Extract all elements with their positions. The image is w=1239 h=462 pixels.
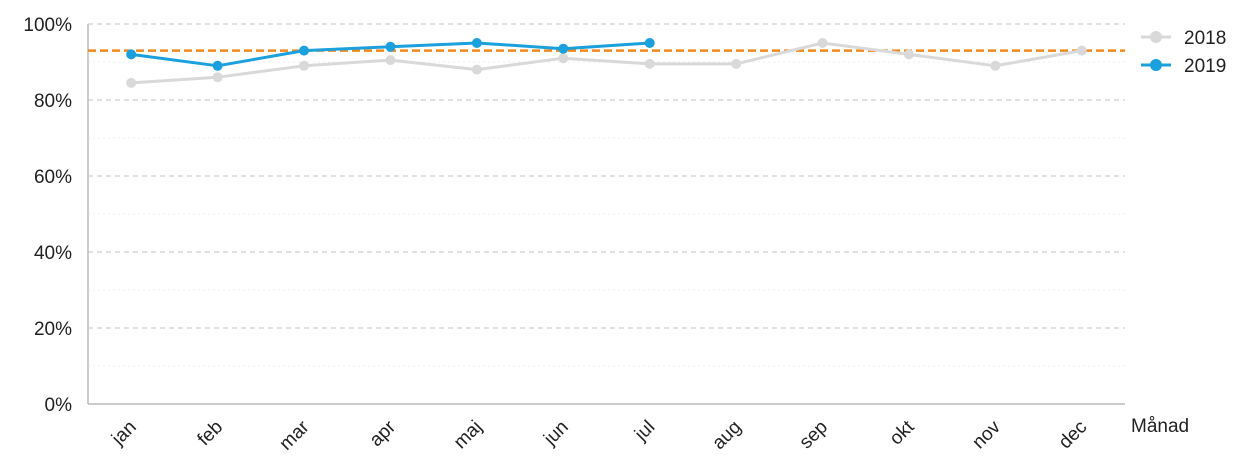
data-point-2018 xyxy=(385,55,396,66)
grid xyxy=(88,23,1125,367)
series-2018 xyxy=(126,38,1087,88)
data-point-2018 xyxy=(990,60,1001,71)
x-tick-label: nov xyxy=(968,416,1005,453)
y-tick-label: 40% xyxy=(34,243,72,264)
data-point-2019 xyxy=(644,38,655,48)
data-point-2018 xyxy=(903,49,914,60)
data-point-2018 xyxy=(731,58,742,69)
data-point-2019 xyxy=(299,45,310,56)
series-group xyxy=(126,38,1087,88)
data-point-2019 xyxy=(385,41,396,52)
x-tick-label: apr xyxy=(366,416,401,451)
data-point-2019 xyxy=(471,38,482,48)
data-point-2018 xyxy=(1076,45,1087,56)
legend-item-2019: 2019 xyxy=(1141,56,1226,77)
y-tick-label: 20% xyxy=(34,319,72,340)
x-tick-label: dec xyxy=(1055,417,1092,454)
x-axis-title: Månad xyxy=(1131,416,1189,437)
legend-label: 2018 xyxy=(1184,28,1226,49)
legend-label: 2019 xyxy=(1184,56,1226,77)
x-tick-label: aug xyxy=(708,417,745,454)
x-tick-label: sep xyxy=(796,417,833,454)
data-point-2018 xyxy=(644,58,655,69)
data-point-2019 xyxy=(558,43,569,54)
y-tick-label: 60% xyxy=(34,167,72,188)
y-tick-label: 100% xyxy=(23,15,72,36)
data-point-2018 xyxy=(126,77,137,88)
legend-swatch-marker xyxy=(1150,59,1162,71)
y-tick-label: 80% xyxy=(34,91,72,112)
data-point-2018 xyxy=(212,72,223,83)
x-tick-label: maj xyxy=(450,417,487,454)
legend-item-2018: 2018 xyxy=(1141,28,1226,49)
x-tick-label: jul xyxy=(630,417,659,446)
x-tick-label: mar xyxy=(276,416,314,454)
data-point-2019 xyxy=(126,49,137,60)
y-tick-label: 0% xyxy=(45,395,73,416)
legend: 2018 2019 xyxy=(1141,28,1226,77)
x-tick-label: okt xyxy=(886,416,919,449)
data-point-2018 xyxy=(558,53,569,64)
data-point-2019 xyxy=(212,60,223,71)
legend-swatch-marker xyxy=(1150,31,1162,43)
x-axis-ticks: jan feb mar apr maj jun jul aug sep okt nov dec xyxy=(107,416,1091,454)
x-tick-label: jan xyxy=(107,417,140,450)
y-axis-ticks: 0% 20% 40% 60% 80% 100% xyxy=(23,15,72,416)
data-point-2018 xyxy=(299,60,310,71)
x-tick-label: jun xyxy=(539,417,572,450)
data-point-2018 xyxy=(471,64,482,75)
data-point-2018 xyxy=(817,38,828,48)
series-line-2018 xyxy=(131,41,1083,85)
x-tick-label: feb xyxy=(194,417,228,451)
series-2019 xyxy=(126,38,655,71)
